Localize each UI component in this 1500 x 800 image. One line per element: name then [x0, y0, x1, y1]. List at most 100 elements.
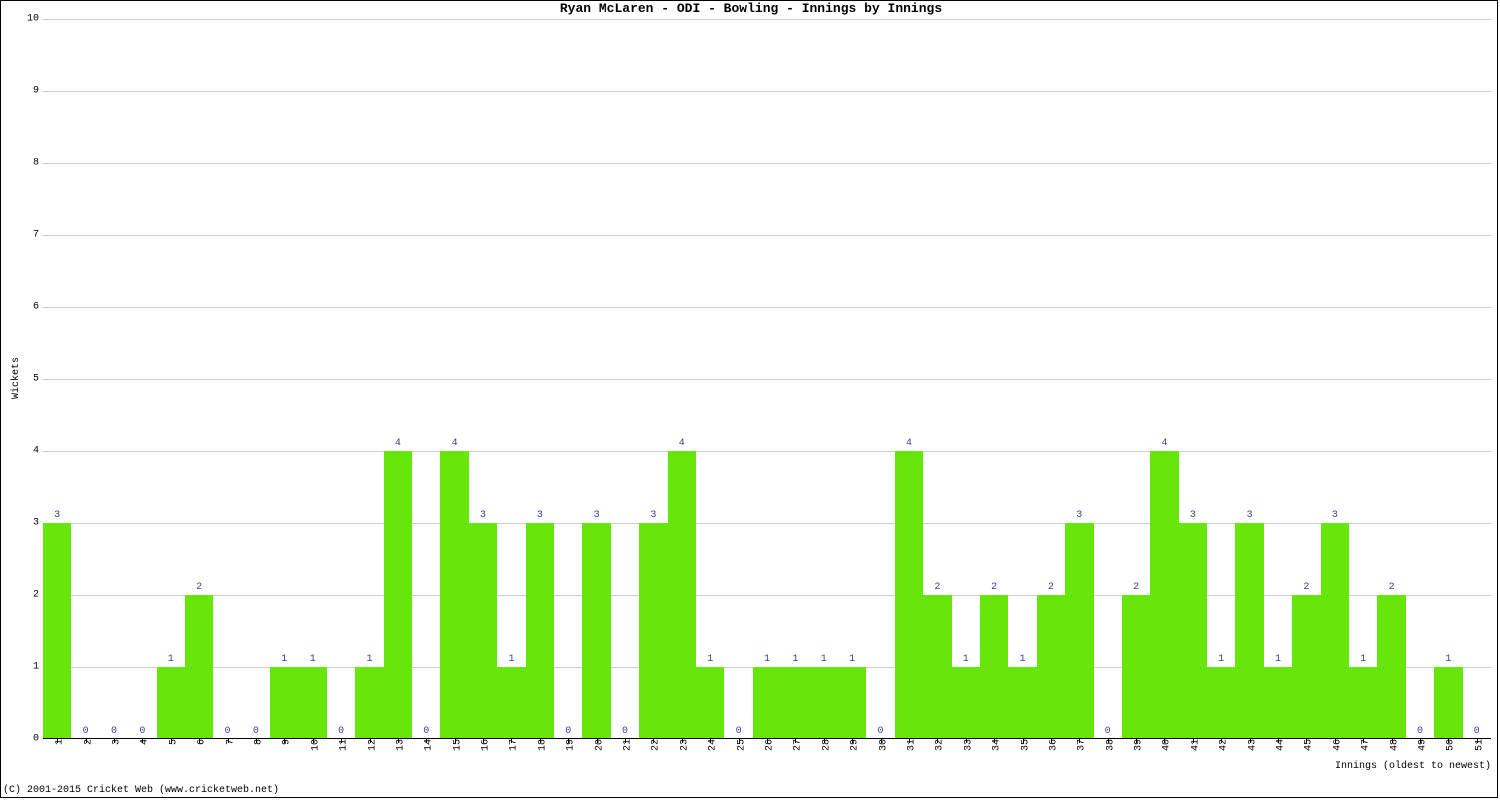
bar-value-label: 1 [168, 654, 174, 665]
bar-value-label: 3 [1076, 510, 1082, 521]
bar-value-label: 0 [423, 726, 429, 737]
bar-value-label: 1 [508, 654, 514, 665]
bar [1150, 451, 1178, 739]
bar-value-label: 4 [906, 438, 912, 449]
y-tick-label: 9 [33, 86, 43, 97]
y-tick-label: 6 [33, 302, 43, 313]
bar [299, 667, 327, 739]
bar [810, 667, 838, 739]
x-tick-label: 15 [446, 739, 463, 751]
x-tick-label: 9 [276, 739, 293, 745]
bar [781, 667, 809, 739]
bar-value-label: 0 [338, 726, 344, 737]
x-tick-label: 5 [162, 739, 179, 745]
x-tick-label: 12 [361, 739, 378, 751]
x-tick-label: 45 [1298, 739, 1315, 751]
bar [1434, 667, 1462, 739]
bar [440, 451, 468, 739]
bar-value-label: 1 [849, 654, 855, 665]
x-tick-label: 30 [872, 739, 889, 751]
x-tick-label: 28 [815, 739, 832, 751]
x-tick-label: 11 [333, 739, 350, 751]
y-tick-label: 10 [27, 14, 43, 25]
x-tick-label: 43 [1241, 739, 1258, 751]
x-tick-label: 42 [1213, 739, 1230, 751]
bar-value-label: 0 [565, 726, 571, 737]
x-tick-label: 38 [1099, 739, 1116, 751]
x-tick-label: 10 [304, 739, 321, 751]
bar-value-label: 1 [1275, 654, 1281, 665]
bars-container: 3000120011014043130303410111104212123024… [43, 19, 1491, 739]
y-axis-title: Wickets [11, 357, 22, 399]
x-tick-label: 16 [475, 739, 492, 751]
x-tick-label: 36 [1042, 739, 1059, 751]
x-baseline [43, 738, 1491, 739]
x-tick-label: 19 [560, 739, 577, 751]
x-axis-title: Innings (oldest to newest) [1335, 739, 1491, 772]
bar-value-label: 4 [679, 438, 685, 449]
x-tick-label: 41 [1184, 739, 1201, 751]
bar-value-label: 3 [650, 510, 656, 521]
bar-value-label: 0 [878, 726, 884, 737]
bar-value-label: 0 [111, 726, 117, 737]
x-tick-label: 7 [219, 739, 236, 745]
bar [384, 451, 412, 739]
bar-value-label: 3 [1190, 510, 1196, 521]
bar-value-label: 1 [1360, 654, 1366, 665]
chart-title: Ryan McLaren - ODI - Bowling - Innings b… [1, 1, 1500, 16]
bar-value-label: 1 [1218, 654, 1224, 665]
x-tick-label: 39 [1128, 739, 1145, 751]
bar-value-label: 2 [1303, 582, 1309, 593]
bar-value-label: 0 [225, 726, 231, 737]
bar-value-label: 0 [1417, 726, 1423, 737]
x-tick-label: 40 [1156, 739, 1173, 751]
y-tick-label: 0 [33, 734, 43, 745]
bar [1349, 667, 1377, 739]
x-tick-label: 37 [1071, 739, 1088, 751]
bar [952, 667, 980, 739]
copyright-text: (C) 2001-2015 Cricket Web (www.cricketwe… [3, 785, 279, 796]
plot-area: 012345678910 300012001101404313030341011… [43, 19, 1491, 739]
bar-value-label: 0 [1474, 726, 1480, 737]
bar [355, 667, 383, 739]
bar [43, 523, 71, 739]
x-tick-label: 4 [134, 739, 151, 745]
y-tick-label: 1 [33, 662, 43, 673]
x-tick-label: 3 [105, 739, 122, 745]
y-tick-label: 2 [33, 590, 43, 601]
x-tick-label: 25 [730, 739, 747, 751]
bar-value-label: 1 [310, 654, 316, 665]
y-tick-label: 3 [33, 518, 43, 529]
bar-value-label: 3 [594, 510, 600, 521]
x-tick-label: 23 [673, 739, 690, 751]
x-tick-label: 14 [418, 739, 435, 751]
bar-value-label: 1 [764, 654, 770, 665]
x-tick-label: 34 [986, 739, 1003, 751]
x-tick-label: 21 [617, 739, 634, 751]
y-tick-label: 7 [33, 230, 43, 241]
bar [1037, 595, 1065, 739]
x-tick-label: 1 [49, 739, 66, 745]
bar [1235, 523, 1263, 739]
bar-value-label: 2 [934, 582, 940, 593]
bar-value-label: 1 [707, 654, 713, 665]
bar [270, 667, 298, 739]
bar-value-label: 2 [1389, 582, 1395, 593]
bar [668, 451, 696, 739]
bar-value-label: 1 [963, 654, 969, 665]
bar [1264, 667, 1292, 739]
bar-value-label: 4 [395, 438, 401, 449]
bar-value-label: 2 [196, 582, 202, 593]
bar-value-label: 1 [281, 654, 287, 665]
bar-value-label: 0 [1105, 726, 1111, 737]
x-tick-label: 18 [531, 739, 548, 751]
y-tick-label: 4 [33, 446, 43, 457]
bar-value-label: 2 [1048, 582, 1054, 593]
bar-value-label: 2 [1133, 582, 1139, 593]
bar-value-label: 3 [1247, 510, 1253, 521]
x-tick-label: 20 [588, 739, 605, 751]
bar-value-label: 0 [253, 726, 259, 737]
bar-value-label: 4 [1161, 438, 1167, 449]
bar-value-label: 3 [1332, 510, 1338, 521]
x-tick-label: 29 [844, 739, 861, 751]
